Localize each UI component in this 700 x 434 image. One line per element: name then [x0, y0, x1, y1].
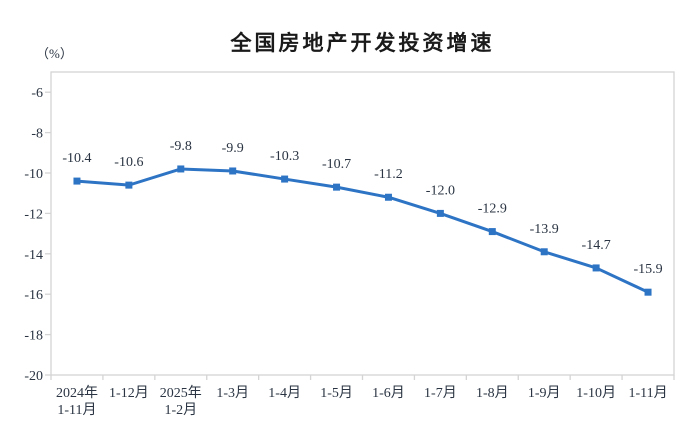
y-axis-tick-label: -16 — [24, 288, 43, 303]
data-point-label: -15.9 — [633, 262, 662, 277]
y-axis-tick-label: -6 — [31, 86, 43, 101]
x-axis-tick-label: 1-11月 — [628, 385, 667, 401]
y-axis-tick-label: -18 — [24, 329, 43, 344]
x-axis-tick-label: 1-7月 — [424, 385, 457, 401]
x-axis-tick-label: 2024年 1-11月 — [56, 385, 98, 418]
x-axis-tick-label: 1-5月 — [320, 385, 353, 401]
data-point-label: -14.7 — [582, 238, 611, 253]
data-point-label: -10.6 — [114, 155, 143, 170]
x-axis-tick-label: 1-3月 — [216, 385, 249, 401]
x-axis-tick-label: 1-9月 — [528, 385, 561, 401]
data-point-label: -10.4 — [62, 151, 91, 166]
y-axis-tick-label: -10 — [24, 167, 43, 182]
data-point-marker — [125, 181, 133, 189]
data-point-label: -13.9 — [530, 222, 559, 237]
data-point-label: -9.9 — [222, 141, 244, 156]
x-axis-tick-label: 1-6月 — [372, 385, 405, 401]
y-axis-unit-label: （%） — [36, 46, 73, 61]
data-point-label: -10.3 — [270, 149, 299, 164]
data-point-marker — [644, 288, 652, 296]
y-axis-tick-label: -14 — [24, 248, 43, 263]
data-point-marker — [281, 175, 289, 183]
data-point-marker — [229, 167, 237, 175]
x-axis-tick-label: 1-8月 — [476, 385, 509, 401]
x-axis-tick-label: 1-4月 — [268, 385, 301, 401]
data-point-marker — [540, 248, 548, 256]
data-point-marker — [384, 193, 392, 201]
data-point-label: -12.9 — [478, 202, 507, 217]
x-axis-tick-label: 1-12月 — [109, 385, 149, 401]
data-point-marker — [73, 177, 81, 185]
data-series-line — [75, 167, 650, 294]
data-point-marker — [333, 183, 341, 191]
data-point-marker — [592, 264, 600, 272]
data-point-label: -9.8 — [170, 139, 192, 154]
plot-border — [50, 71, 675, 376]
y-axis-tick-label: -20 — [24, 369, 43, 384]
data-point-label: -12.0 — [426, 183, 455, 198]
x-axis-tick-label: 2025年 1-2月 — [160, 385, 202, 418]
y-axis-tick-label: -12 — [24, 207, 43, 222]
x-axis-tick-label: 1-10月 — [576, 385, 616, 401]
y-axis-tick-label: -8 — [31, 127, 43, 142]
data-point-marker — [436, 209, 444, 217]
chart-title: 全国房地产开发投资增速 — [230, 32, 495, 55]
data-point-marker — [488, 228, 496, 236]
data-point-label: -10.7 — [322, 157, 351, 172]
data-point-marker — [177, 165, 185, 173]
data-point-label: -11.2 — [374, 167, 403, 182]
